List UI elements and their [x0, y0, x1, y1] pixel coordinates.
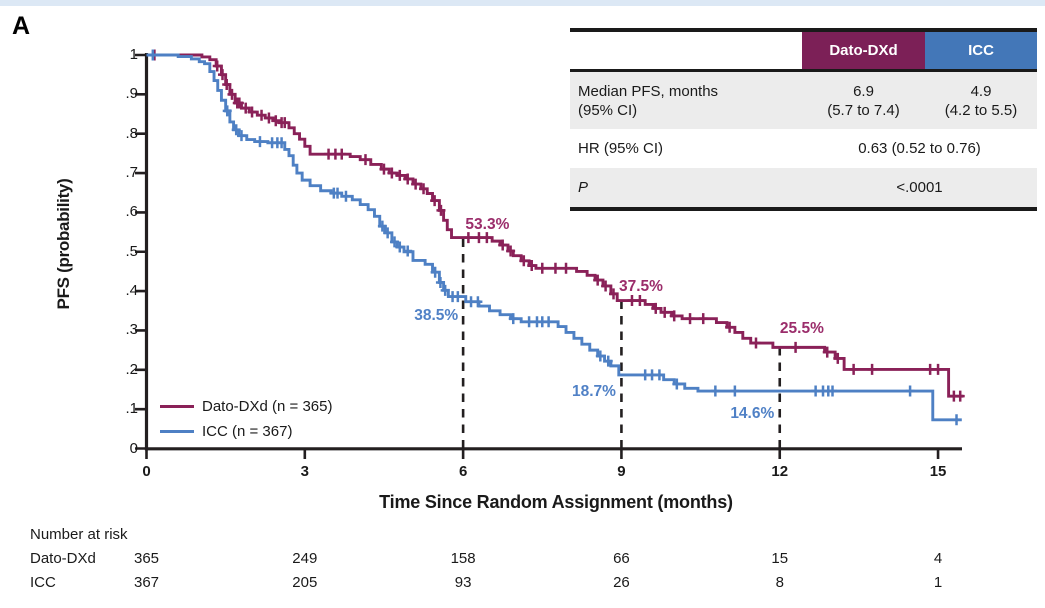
panel-letter: A	[12, 12, 31, 40]
y-tick-label-.8: .8	[125, 124, 138, 142]
y-tick-label-0: 0	[129, 439, 138, 457]
x-tick-label-6: 6	[458, 463, 468, 480]
risk-count-ICC-15mo: 1	[933, 574, 943, 591]
p-value-row: P <.0001	[570, 168, 1037, 207]
p-value: <.0001	[896, 179, 943, 196]
hazard-ratio-value: 0.63 (0.52 to 0.76)	[858, 140, 981, 157]
median-pfs-label: Median PFS, months (95% CI)	[578, 82, 719, 119]
legend-item-icc: ICC (n = 367)	[160, 419, 332, 444]
y-tick-label-.4: .4	[125, 282, 138, 300]
legend-label-icc: ICC (n = 367)	[202, 423, 293, 440]
summary-table-header: Dato-DXd ICC	[570, 32, 1037, 72]
risk-count-ICC-12mo: 8	[775, 574, 784, 591]
y-tick-label-.6: .6	[125, 203, 138, 221]
header-spacer-cell	[570, 32, 802, 69]
icc-line-swatch	[160, 430, 194, 433]
x-tick-label-3: 3	[300, 463, 309, 480]
legend-label-dato: Dato-DXd (n = 365)	[202, 398, 333, 415]
legend-item-dato: Dato-DXd (n = 365)	[160, 394, 332, 419]
icc-survival-curve	[146, 53, 962, 422]
x-tick-label-9: 9	[617, 463, 626, 480]
dato-landmark-37.5%: 37.5%	[618, 278, 663, 296]
y-tick-label-.2: .2	[125, 360, 138, 378]
risk-count-Dato-DXd-6mo: 158	[450, 550, 476, 567]
risk-count-Dato-DXd-15mo: 4	[933, 550, 943, 567]
risk-count-Dato-DXd-9mo: 66	[613, 550, 630, 567]
risk-row-label-ICC: ICC	[30, 574, 56, 591]
risk-count-ICC-0mo: 367	[133, 574, 160, 591]
risk-count-Dato-DXd-3mo: 249	[292, 550, 318, 567]
y-tick-label-.3: .3	[125, 321, 138, 339]
risk-row-label-Dato-DXd: Dato-DXd	[30, 550, 96, 567]
icc-landmark-18.7%: 18.7%	[572, 383, 616, 401]
risk-count-ICC-3mo: 205	[292, 574, 318, 591]
x-tick-label-15: 15	[929, 463, 947, 480]
risk-count-Dato-DXd-12mo: 15	[771, 550, 789, 567]
top-accent-strip	[0, 0, 1045, 6]
icc-landmark-38.5%: 38.5%	[414, 307, 459, 325]
dato-landmark-25.5%: 25.5%	[779, 320, 824, 338]
dato-landmark-53.3%: 53.3%	[465, 216, 510, 234]
x-tick-label-12: 12	[771, 463, 789, 480]
icc-landmark-14.6%: 14.6%	[730, 405, 775, 423]
risk-count-ICC-9mo: 26	[613, 574, 630, 591]
x-axis-title: Time Since Random Assignment (months)	[379, 492, 733, 512]
header-cell-icc: ICC	[925, 32, 1037, 69]
median-pfs-dato-value: 6.9 (5.7 to 7.4)	[827, 82, 900, 119]
hazard-ratio-row: HR (95% CI) 0.63 (0.52 to 0.76)	[570, 129, 1037, 168]
dato-line-swatch	[160, 405, 194, 408]
y-tick-label-1: 1	[129, 46, 138, 63]
y-tick-label-.1: .1	[125, 400, 138, 418]
y-tick-label-.9: .9	[125, 85, 138, 103]
median-pfs-icc-value: 4.9 (4.2 to 5.5)	[944, 82, 1018, 119]
axis-tick-marks	[135, 53, 940, 459]
p-value-label: P	[578, 179, 589, 196]
y-tick-label-.5: .5	[125, 242, 138, 260]
number-at-risk-title: Number at risk	[30, 526, 128, 543]
icc-censor-marks	[148, 49, 962, 426]
y-axis-title: PFS (probability)	[54, 178, 73, 310]
summary-statistics-table: Dato-DXd ICC Median PFS, months (95% CI)…	[570, 28, 1037, 211]
x-tick-label-0: 0	[142, 463, 151, 480]
median-pfs-row: Median PFS, months (95% CI) 6.9 (5.7 to …	[570, 72, 1037, 129]
risk-count-Dato-DXd-0mo: 365	[133, 550, 160, 567]
legend: Dato-DXd (n = 365) ICC (n = 367)	[160, 394, 332, 444]
y-tick-label-.7: .7	[125, 164, 138, 182]
risk-count-ICC-6mo: 93	[454, 574, 472, 591]
hazard-ratio-label: HR (95% CI)	[578, 140, 664, 157]
header-cell-dato: Dato-DXd	[802, 32, 925, 69]
